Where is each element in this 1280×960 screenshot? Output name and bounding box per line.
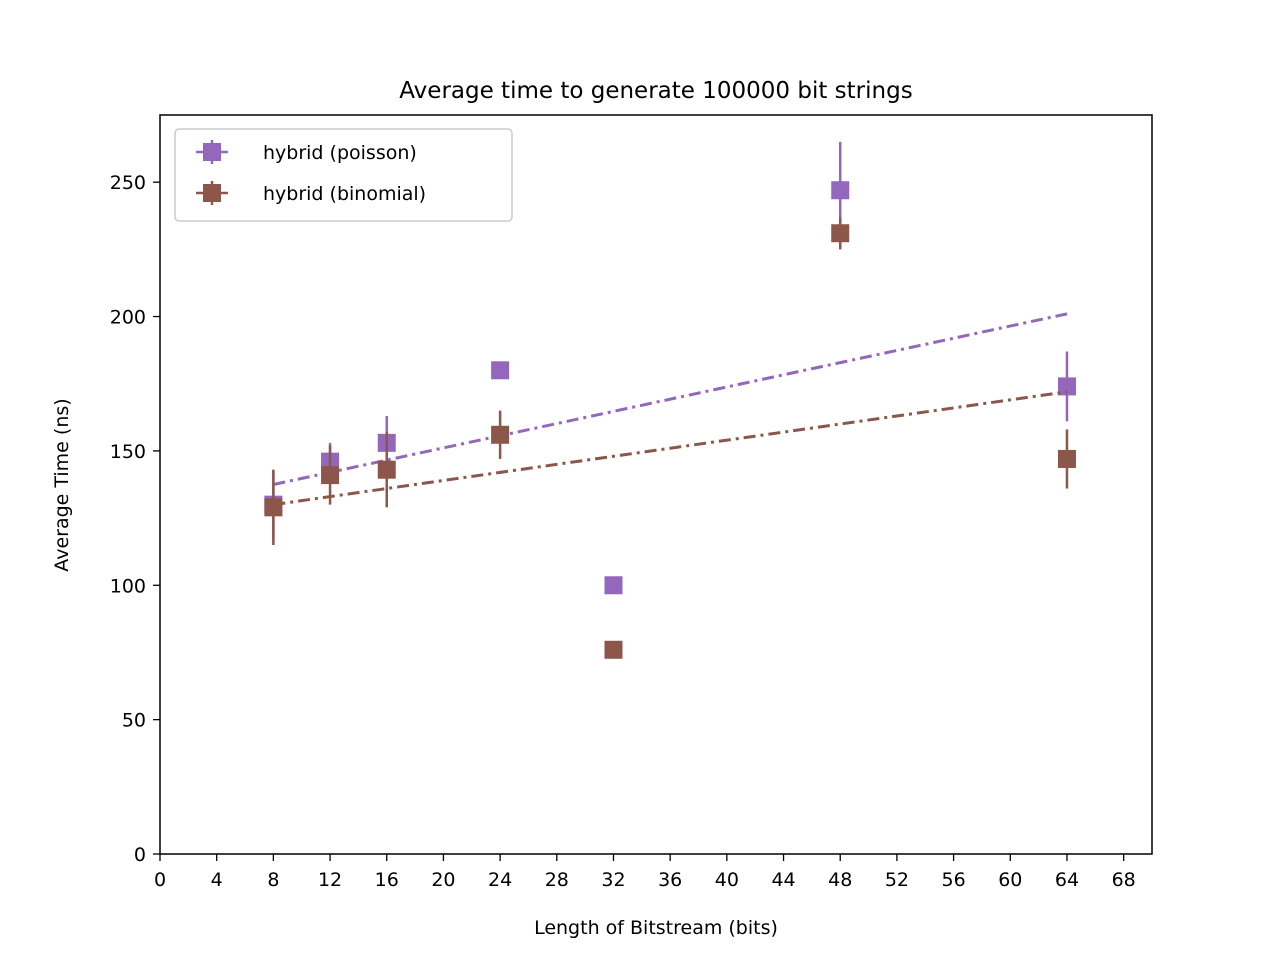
y-tick-label: 0: [134, 844, 146, 866]
data-point: [377, 460, 396, 479]
legend: hybrid (poisson) hybrid (binomial): [174, 128, 513, 222]
x-tick-label: 44: [771, 869, 795, 891]
y-tick-label: 100: [110, 575, 146, 597]
data-point: [491, 361, 510, 380]
data-point: [1057, 449, 1076, 468]
x-tick-label: 52: [885, 869, 909, 891]
x-tick-label: 28: [545, 869, 569, 891]
x-tick-label: 8: [267, 869, 279, 891]
y-axis-label: Average Time (ns): [51, 398, 73, 571]
x-tick-label: 32: [601, 869, 625, 891]
x-tick-label: 4: [211, 869, 223, 891]
data-point: [264, 498, 283, 517]
legend-label: hybrid (poisson): [263, 142, 417, 164]
legend-label: hybrid (binomial): [263, 183, 426, 205]
data-point: [604, 640, 623, 659]
data-point: [831, 224, 850, 243]
legend-marker: [203, 184, 221, 202]
legend-marker: [203, 143, 221, 161]
y-tick-label: 150: [110, 441, 146, 463]
x-tick-label: 20: [431, 869, 455, 891]
x-tick-label: 48: [828, 869, 852, 891]
chart-title: Average time to generate 100000 bit stri…: [399, 78, 912, 104]
y-tick-label: 250: [110, 172, 146, 194]
trend-line: [273, 312, 1068, 486]
x-axis-label: Length of Bitstream (bits): [534, 917, 778, 939]
series-binomial: [264, 217, 1076, 659]
data-point: [321, 466, 340, 485]
x-tick-label: 68: [1112, 869, 1136, 891]
x-tick-label: 24: [488, 869, 512, 891]
x-tick-label: 0: [154, 869, 166, 891]
plot-area: 0 4 8 12 16 20 24 28 32 36 40 44 48 52 56 60 64 680501001…: [110, 114, 1153, 891]
x-tick-label: 12: [318, 869, 342, 891]
data-point: [491, 425, 510, 444]
y-tick-label: 50: [122, 710, 146, 732]
data-point: [1057, 377, 1076, 396]
x-tick-label: 64: [1055, 869, 1079, 891]
data-point: [831, 181, 850, 200]
axes-frame: [159, 114, 1153, 855]
y-tick-label: 200: [110, 307, 146, 329]
x-tick-label: 16: [375, 869, 399, 891]
data-point: [604, 576, 623, 595]
x-tick-label: 60: [998, 869, 1022, 891]
legend-box: [174, 128, 513, 222]
x-tick-label: 40: [715, 869, 739, 891]
x-tick-label: 56: [942, 869, 966, 891]
x-tick-label: 36: [658, 869, 682, 891]
trend-line: [273, 390, 1068, 507]
